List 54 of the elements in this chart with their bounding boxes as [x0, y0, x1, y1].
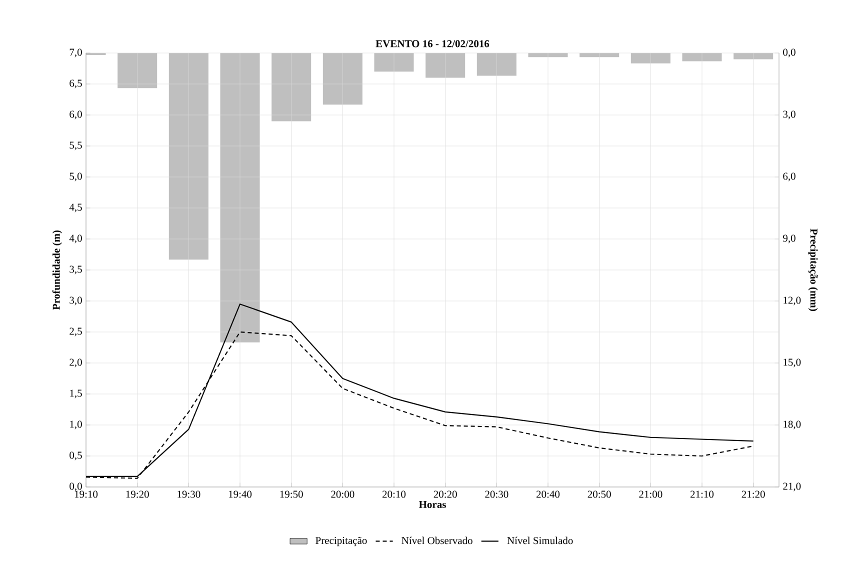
- y-tick-label: 6,0: [70, 110, 82, 120]
- y-tick-label: 1,0: [70, 420, 82, 430]
- y2-tick-label: 0,0: [783, 48, 796, 58]
- y2-tick-label: 15,0: [784, 358, 801, 368]
- bar: [220, 52, 260, 342]
- bar: [476, 52, 516, 76]
- x-tick-label: 20:00: [331, 490, 354, 498]
- x-tick-label: 21:10: [690, 490, 714, 498]
- bar: [374, 52, 414, 72]
- y2-tick-label: 3,0: [783, 110, 796, 120]
- x-tick-label: 19:30: [178, 490, 200, 498]
- bar: [630, 52, 670, 64]
- y-tick-label: 3,5: [70, 266, 82, 274]
- y-tick-label: 4,0: [69, 234, 82, 244]
- y2-tick-label: 12,0: [784, 296, 801, 306]
- y-tick-label: 2,5: [70, 328, 82, 336]
- bar: [322, 52, 362, 105]
- x-axis-title: Horas: [418, 501, 446, 508]
- x-tick-label: 19:20: [126, 490, 149, 498]
- y-tick-label: 7,0: [70, 48, 82, 58]
- bar: [682, 52, 722, 62]
- y2-axis-title: Precipitação (mm): [808, 228, 818, 311]
- y-tick-label: 4,5: [69, 204, 82, 212]
- x-tick-label: 20:10: [382, 490, 406, 498]
- x-tick-label: 21:20: [742, 490, 765, 498]
- y-tick-label: 3,0: [70, 296, 82, 306]
- y-axis-title: Profundidade (m): [52, 230, 62, 310]
- x-tick-label: 20:30: [485, 490, 508, 498]
- x-tick-label: 21:00: [639, 490, 662, 498]
- y2-tick-label: 21,0: [783, 482, 801, 492]
- bar: [272, 52, 312, 122]
- x-tick-label: 20:20: [434, 490, 457, 498]
- bar: [168, 52, 208, 260]
- y-tick-label: 0,5: [70, 452, 82, 460]
- x-tick-label: 19:10: [74, 490, 98, 498]
- y2-tick-label: 9,0: [783, 234, 796, 244]
- bar: [118, 52, 158, 88]
- x-tick-label: 19:40: [228, 490, 252, 498]
- y-tick-label: 1,5: [70, 390, 82, 398]
- x-tick-label: 20:40: [536, 490, 560, 498]
- y2-tick-label: 6,0: [783, 172, 796, 182]
- y2-tick-label: 18,0: [784, 420, 801, 430]
- y-tick-label: 5,0: [70, 172, 82, 182]
- legend-label: Precipitação: [316, 536, 367, 546]
- legend-label: Nível Simulado: [507, 536, 573, 544]
- legend-label: Nível Observado: [402, 536, 472, 544]
- bar: [426, 52, 466, 78]
- x-tick-label: 19:50: [280, 490, 303, 498]
- x-tick-label: 20:50: [588, 490, 611, 498]
- y-tick-label: 5,5: [70, 142, 82, 150]
- y-tick-label: 0,0: [70, 482, 82, 492]
- y-tick-label: 2,0: [70, 358, 82, 368]
- y-tick-label: 6,5: [70, 80, 82, 88]
- chart-title: EVENTO 16 - 12/02/2016: [376, 40, 490, 48]
